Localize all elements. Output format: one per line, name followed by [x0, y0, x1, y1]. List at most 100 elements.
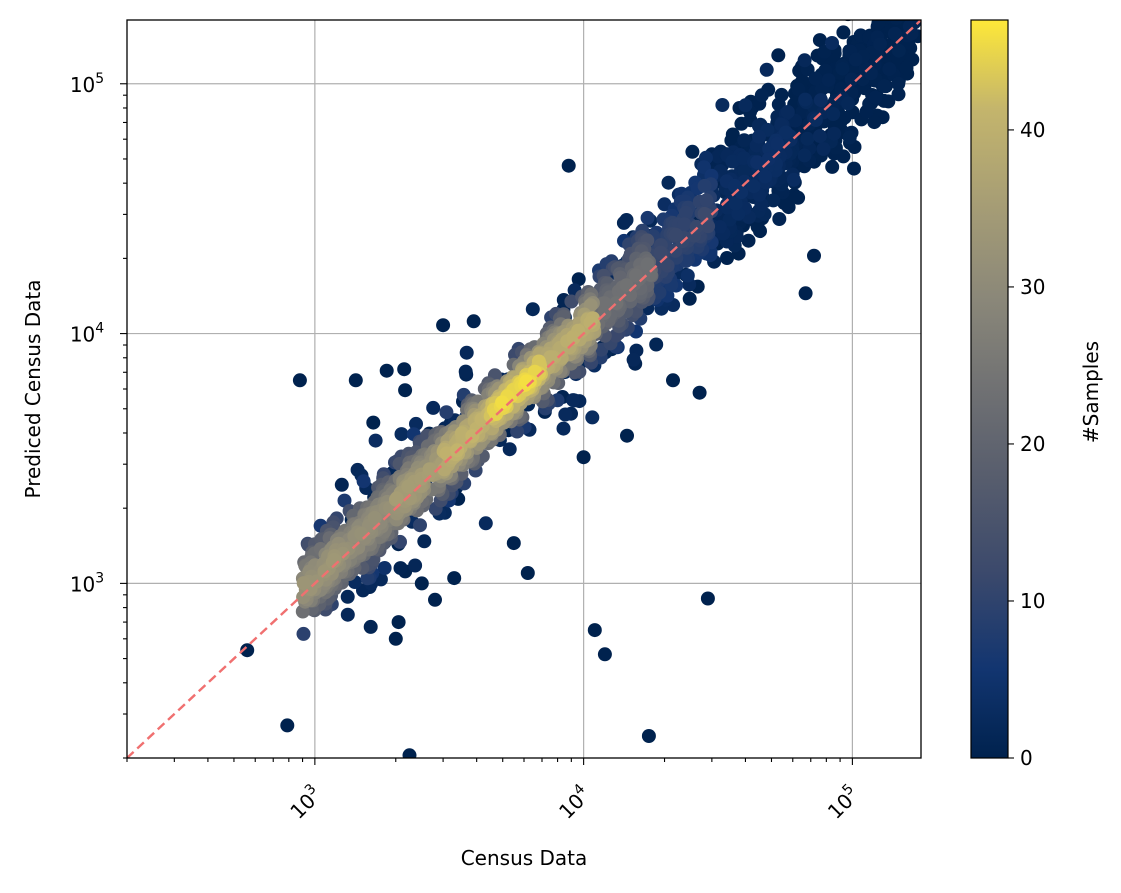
- data-point: [737, 163, 752, 178]
- data-point: [746, 179, 761, 194]
- data-point: [899, 0, 913, 12]
- data-point: [583, 315, 598, 330]
- data-point: [502, 442, 517, 457]
- data-point: [340, 607, 355, 622]
- data-point: [296, 626, 311, 641]
- y-tick-label: 103: [70, 570, 104, 596]
- data-point: [712, 220, 727, 234]
- data-point: [543, 350, 558, 365]
- data-point: [850, 3, 864, 17]
- data-point: [847, 161, 861, 176]
- data-point: [393, 561, 408, 576]
- data-point: [354, 526, 369, 541]
- data-point: [825, 159, 840, 174]
- data-point: [901, 0, 915, 12]
- data-point: [447, 571, 462, 586]
- data-point: [566, 331, 581, 345]
- data-point: [841, 96, 855, 111]
- data-point: [558, 407, 573, 422]
- data-point: [576, 450, 591, 465]
- data-point: [798, 92, 813, 107]
- data-point: [436, 318, 451, 333]
- data-point: [899, 61, 914, 75]
- data-point: [571, 272, 586, 287]
- data-point: [337, 493, 352, 508]
- data-points: [240, 0, 921, 758]
- data-point: [597, 296, 612, 311]
- data-point: [902, 20, 917, 34]
- data-point: [408, 558, 423, 573]
- data-point: [770, 136, 785, 151]
- data-point: [426, 400, 441, 415]
- data-point: [679, 205, 693, 220]
- data-point: [738, 98, 753, 113]
- data-point: [808, 113, 823, 127]
- data-point: [292, 373, 307, 388]
- data-point: [466, 314, 481, 329]
- svg-text:105: 105: [821, 781, 864, 824]
- data-point: [495, 395, 510, 410]
- data-point: [758, 169, 773, 184]
- data-point: [891, 76, 906, 91]
- y-tick-label: 105: [70, 71, 104, 97]
- y-axis-ticks: 103 104 105: [70, 71, 127, 759]
- data-point: [772, 212, 787, 226]
- data-point: [334, 477, 349, 492]
- data-point: [619, 213, 634, 227]
- data-point: [653, 245, 668, 260]
- data-point: [836, 25, 851, 40]
- data-point: [677, 217, 692, 232]
- data-point: [701, 219, 716, 234]
- data-point: [414, 576, 429, 591]
- colorbar-tick-label: 0: [1020, 746, 1033, 770]
- data-point: [620, 428, 634, 443]
- data-point: [360, 571, 375, 586]
- data-point: [858, 0, 872, 1]
- data-point: [835, 61, 850, 76]
- data-point: [844, 72, 859, 87]
- data-point: [566, 393, 581, 408]
- data-point: [668, 243, 683, 258]
- data-point: [398, 383, 413, 398]
- data-point: [797, 53, 812, 68]
- data-point: [825, 36, 839, 50]
- data-point: [629, 268, 643, 283]
- data-point: [754, 88, 769, 103]
- colorbar-ticks: 0 10 20 30 40: [1008, 118, 1045, 770]
- data-point: [881, 94, 896, 109]
- data-point: [640, 210, 655, 225]
- data-point: [728, 196, 743, 211]
- data-point: [478, 516, 493, 531]
- data-point: [798, 286, 813, 301]
- data-point: [439, 405, 454, 420]
- data-point: [761, 152, 776, 167]
- x-tick-label: 104: [553, 781, 596, 824]
- data-point: [363, 619, 378, 634]
- data-point: [626, 352, 641, 367]
- data-point: [661, 175, 676, 190]
- data-point: [401, 479, 416, 494]
- data-point: [821, 73, 836, 88]
- data-point: [873, 37, 888, 52]
- x-tick-label: 105: [821, 781, 864, 824]
- colorbar: 0 10 20 30 40 #Samples: [970, 19, 1103, 770]
- colorbar-label: #Samples: [1079, 341, 1103, 443]
- data-point: [619, 278, 634, 293]
- y-tick-label: 104: [70, 321, 104, 347]
- data-point: [564, 294, 579, 309]
- x-axis-label: Census Data: [461, 846, 588, 870]
- svg-text:104: 104: [553, 781, 596, 824]
- x-tick-label: 103: [284, 781, 327, 824]
- data-point: [556, 421, 571, 436]
- data-point: [668, 227, 683, 242]
- data-point: [356, 474, 371, 489]
- data-point: [394, 427, 409, 442]
- data-point: [720, 251, 734, 265]
- svg-text:103: 103: [284, 781, 327, 824]
- data-point: [893, 0, 907, 4]
- data-point: [685, 144, 700, 159]
- colorbar-tick-label: 30: [1020, 275, 1045, 299]
- data-point: [520, 566, 535, 580]
- data-point: [867, 115, 882, 130]
